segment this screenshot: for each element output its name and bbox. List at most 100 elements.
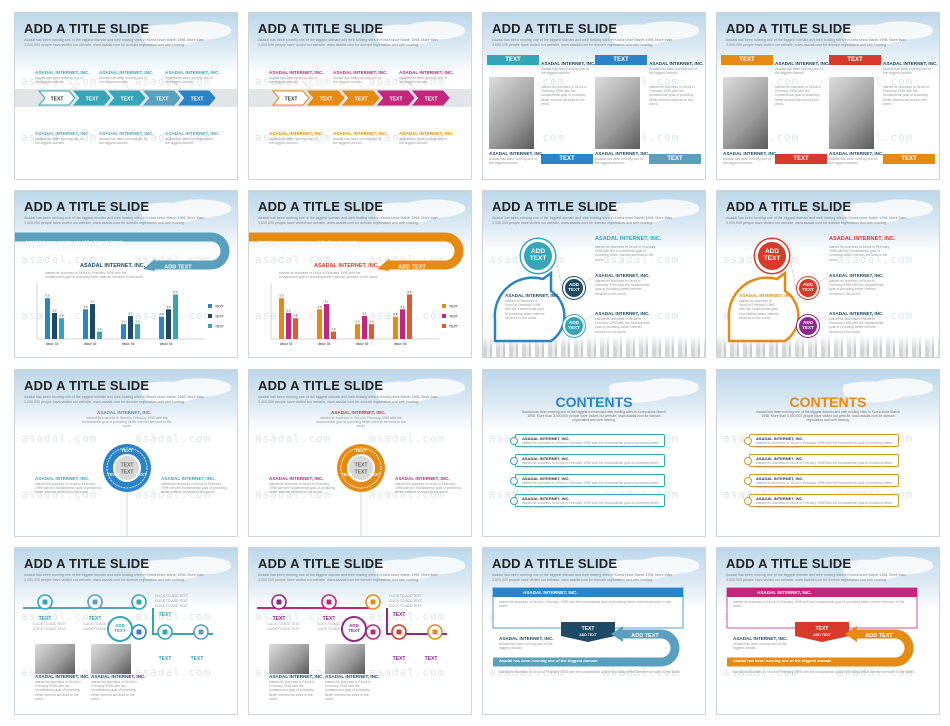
slide-thumbnail[interactable]: ADD A TITLE SLIDE Asadal has been running…	[248, 547, 472, 715]
company-desc: started its business in Seoul in Februar…	[395, 482, 461, 495]
chart-company: ASADAL INTERNET, INC.	[80, 263, 146, 269]
slide-title: ADD A TITLE SLIDE	[726, 21, 852, 36]
circle-label: ADD TEXT	[568, 282, 580, 292]
slide-thumbnail[interactable]: ADD A TITLE SLIDE Asadal has been running…	[14, 12, 238, 180]
company-name: ASADAL INTERNET, INC.	[595, 151, 650, 156]
down-arrow-box	[795, 622, 849, 642]
slide-thumbnail[interactable]: ADD A TITLE SLIDE Asadal has been running…	[14, 547, 238, 715]
watermark-text: asadal.com	[21, 75, 98, 88]
u-turn-arrow	[493, 629, 680, 667]
contents-item[interactable]: ASADAL INTERNET, INC. started its busines…	[510, 474, 665, 489]
center-text: TEXT	[121, 470, 134, 476]
company-name: ASADAL INTERNET, INC.	[331, 410, 386, 415]
slide-thumbnail[interactable]: ADD A TITLE SLIDE Asadal has been running…	[14, 369, 238, 537]
add-text-circle[interactable]: ADD TEXT	[563, 315, 585, 337]
timeline-text: TEXT	[159, 656, 172, 662]
bar	[362, 315, 367, 339]
slide-thumbnail[interactable]: ADD A TITLE SLIDE Asadal has been running…	[482, 190, 706, 358]
item-title: ASADAL INTERNET, INC.	[522, 436, 570, 441]
company-desc: Asadal has been running one of the bigge…	[829, 157, 877, 166]
ring-text: TEXT	[369, 472, 381, 477]
click-to-add-text: CLICK TO ADD TEXT	[83, 627, 116, 631]
company-name: ASADAL INTERNET, INC.	[829, 273, 884, 278]
slide-thumbnail[interactable]: ADD A TITLE SLIDE Asadal has been running…	[248, 190, 472, 358]
slide-thumbnail[interactable]: ADD A TITLE SLIDE Asadal has been running…	[482, 12, 706, 180]
arrow-chevron	[411, 90, 450, 106]
add-text-circle[interactable]: ADD TEXT	[107, 616, 133, 642]
bullet-icon	[510, 477, 518, 485]
timeline-text: TEXT	[159, 612, 172, 618]
slide-thumbnail[interactable]: ADD A TITLE SLIDE Asadal has been running…	[248, 369, 472, 537]
contents-item[interactable]: ASADAL INTERNET, INC. started its busines…	[744, 474, 899, 490]
slide-thumbnail[interactable]: ADD A TITLE SLIDE Asadal has been running…	[716, 547, 940, 715]
contents-item[interactable]: ASADAL INTERNET, INC. started its busines…	[744, 454, 899, 470]
slide-title: ADD A TITLE SLIDE	[492, 21, 618, 36]
bullet-icon	[744, 437, 752, 445]
ring-text: TEXT	[121, 448, 133, 453]
slide-thumbnail[interactable]: ADD A TITLE SLIDE Asadal has been running…	[248, 12, 472, 180]
watermark-text: asadal.com	[369, 131, 446, 144]
bar	[286, 313, 291, 339]
contents-item[interactable]: ASADAL INTERNET, INC. started its busines…	[744, 434, 899, 449]
company-desc: started its business in Seoul in Februar…	[269, 482, 335, 495]
add-text-circle[interactable]: ADD TEXT	[341, 616, 367, 642]
arrow-box-subtext: ADD TEXT	[579, 633, 597, 637]
slide-title: ADD A TITLE SLIDE	[258, 21, 384, 36]
add-text-circle[interactable]: ADD TEXT	[755, 239, 789, 273]
arrow-chevron	[72, 90, 111, 106]
contents-item[interactable]: ASADAL INTERNET, INC. started its busines…	[510, 434, 665, 449]
company-desc: Asadal has been running one of the bigge…	[723, 157, 771, 166]
bar	[128, 315, 133, 339]
click-to-add-text: CLICK TO ADD TEXT	[33, 622, 66, 626]
item-desc: started its business in Seoul in Februar…	[756, 461, 893, 470]
center-text: TEXT	[355, 470, 368, 476]
slide-thumbnail[interactable]: asadal.comasadal.comasadal.comasadal.com…	[716, 369, 940, 537]
slide-subtitle: Asadal has been running one of the bigge…	[726, 216, 906, 225]
watermark-text: asadal.com	[255, 309, 332, 322]
slide-thumbnail[interactable]: ADD A TITLE SLIDE Asadal has been running…	[482, 547, 706, 715]
body-text: started its business in Seoul in Februar…	[541, 85, 587, 106]
watermark-text: asadal.com	[369, 432, 446, 445]
slide-subtitle: Asadal has been running one of the bigge…	[492, 38, 672, 47]
slide-thumbnail[interactable]: ADD A TITLE SLIDE Asadal has been running…	[716, 190, 940, 358]
company-name: ASADAL INTERNET, INC.	[649, 61, 704, 66]
contents-item[interactable]: ASADAL INTERNET, INC. started its busines…	[744, 494, 899, 509]
watermark-text: asadal.com	[135, 432, 212, 445]
company-desc: Asadal has been running one of the bigge…	[595, 157, 643, 166]
arrow-chevron	[107, 90, 146, 106]
slide-thumbnail[interactable]: ADD A TITLE SLIDE Asadal has been running…	[716, 12, 940, 180]
item-title: ASADAL INTERNET, INC.	[756, 436, 804, 441]
ring-text: TEXT	[107, 472, 119, 477]
company-desc: started its business in Seoul in Februar…	[829, 317, 884, 334]
bar	[52, 313, 57, 339]
click-to-add-text: CLICK TO ADD TEXT	[155, 594, 188, 598]
company-desc: started its business in Seoul in Februar…	[91, 680, 137, 701]
company-desc: Asadal has been running one of the bigge…	[165, 137, 213, 146]
circle-label: ADD TEXT	[802, 320, 814, 330]
contents-item[interactable]: ASADAL INTERNET, INC. started its busines…	[510, 454, 665, 469]
company-desc: Asadal has been running one of the bigge…	[35, 76, 83, 85]
slide-thumbnail[interactable]: ADD A TITLE SLIDE Asadal has been running…	[14, 190, 238, 358]
add-text-circle[interactable]: ADD TEXT	[521, 239, 555, 273]
watermark-text: asadal.com	[135, 666, 212, 679]
slide-subtitle: Asadal has been running one of the bigge…	[492, 573, 672, 582]
add-text-circle[interactable]: ADD TEXT	[563, 277, 585, 299]
slide-thumbnail[interactable]: asadal.comasadal.comasadal.comasadal.com…	[482, 369, 706, 537]
legend-label: TEXT	[215, 325, 225, 329]
add-text-circle[interactable]: ADD TEXT	[797, 277, 819, 299]
contents-item[interactable]: ASADAL INTERNET, INC. started its busines…	[510, 494, 665, 509]
add-text-circle[interactable]: ADD TEXT	[797, 315, 819, 337]
bar-value-label: 4.0	[166, 305, 171, 309]
sky-background	[15, 191, 237, 253]
bar	[293, 318, 298, 339]
company-name: ASADAL INTERNET, INC.	[489, 151, 544, 156]
timeline-text: TEXT	[425, 656, 438, 662]
item-desc: started its business in Seoul in Februar…	[756, 481, 893, 490]
company-name: ASADAL INTERNET, INC.	[505, 293, 560, 298]
watermark-text: asadal.com	[837, 309, 914, 322]
text-box-label: TEXT	[775, 154, 827, 164]
chart-desc: started its business in Seoul in Februar…	[279, 271, 379, 280]
